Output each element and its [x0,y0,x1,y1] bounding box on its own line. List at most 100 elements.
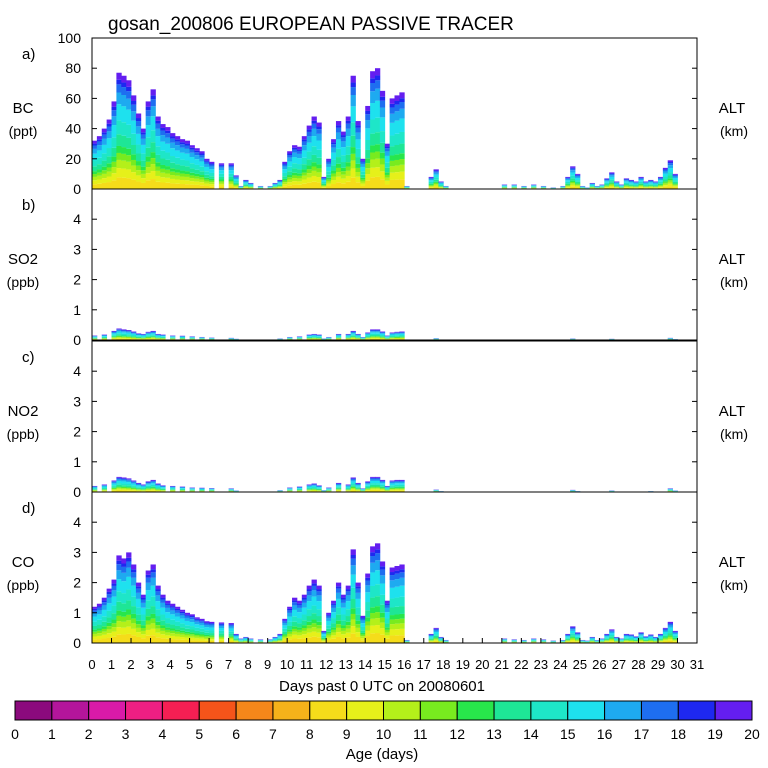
age-band [379,612,386,618]
age-band [316,133,322,141]
age-band [394,334,400,336]
data-bar [374,68,381,189]
age-band [570,637,576,639]
age-band [92,629,98,632]
age-band [384,603,391,605]
age-band [394,338,400,340]
age-band [121,333,127,336]
age-band [165,632,171,636]
age-band [399,606,405,614]
age-band [365,573,371,578]
age-band [296,153,303,159]
age-band [662,183,669,186]
age-band [360,179,366,182]
age-band [111,488,117,490]
age-band [623,185,630,186]
age-band [194,159,200,165]
age-band [106,588,112,592]
age-band [296,146,303,150]
age-band [599,640,605,641]
age-band [365,636,371,643]
age-band [233,641,239,643]
age-band [370,486,376,488]
age-band [433,184,439,186]
age-band [316,172,322,178]
age-band [155,585,161,590]
x-axis: 0 1 2 3 4 5 6 7 8 9 10 11 12 13 14 15 16 17 18 19 20 21 22 23 24… [88,638,704,672]
y-tick-label: 0 [73,181,81,197]
age-band [428,178,434,181]
age-band [374,584,381,597]
age-band [150,585,156,597]
age-band [374,570,381,585]
data-bar [243,179,249,189]
age-band [199,151,205,154]
age-band [228,623,234,625]
age-band [160,164,166,169]
age-band [126,479,132,480]
age-band [292,157,298,164]
age-band [345,162,351,167]
age-band [209,630,215,634]
age-band [399,628,405,636]
age-band [116,145,122,153]
data-bar [609,629,615,643]
data-bar [599,638,605,643]
colorbar-tick-label: 2 [85,726,93,742]
age-band [292,172,298,176]
data-bar [218,622,225,643]
age-band [326,614,332,616]
age-band [92,633,98,637]
data-bar [311,333,317,340]
data-bar [657,633,664,643]
age-band [355,614,361,621]
x-tick-label: 15 [378,657,392,672]
age-band [316,164,322,169]
age-band [570,167,576,169]
age-band [311,490,317,492]
age-band [131,172,137,180]
age-band [370,597,376,608]
age-band [282,621,288,623]
age-band [92,160,98,167]
age-band [653,637,659,639]
age-band [311,585,317,591]
age-band [394,488,400,490]
age-band [96,141,103,146]
colorbar-tick-label: 1 [48,726,56,742]
age-band [672,632,678,635]
data-bar [379,90,386,189]
age-band [355,167,361,173]
age-band [428,176,434,178]
age-band [633,637,639,639]
age-band [131,333,137,336]
age-band [365,482,371,484]
age-band [623,182,630,185]
age-band [399,483,405,485]
age-band [209,623,215,624]
age-band [170,628,176,631]
x-tick-label: 31 [690,657,704,672]
age-band [199,171,205,176]
x-tick-label: 1 [108,657,115,672]
age-band [604,635,610,637]
age-band [165,133,171,138]
age-band [604,633,610,635]
age-band [111,579,117,584]
data-bar [589,182,595,189]
colorbar-swatch [604,700,642,721]
age-band [131,338,137,340]
age-band [106,171,112,177]
age-band [379,131,386,143]
age-band [199,620,205,622]
age-band [150,481,156,484]
age-band [92,174,98,177]
age-band [126,336,132,337]
data-bar [653,181,659,189]
age-band [209,186,215,189]
age-band [570,183,576,185]
age-band [438,638,444,640]
age-band [311,487,317,489]
